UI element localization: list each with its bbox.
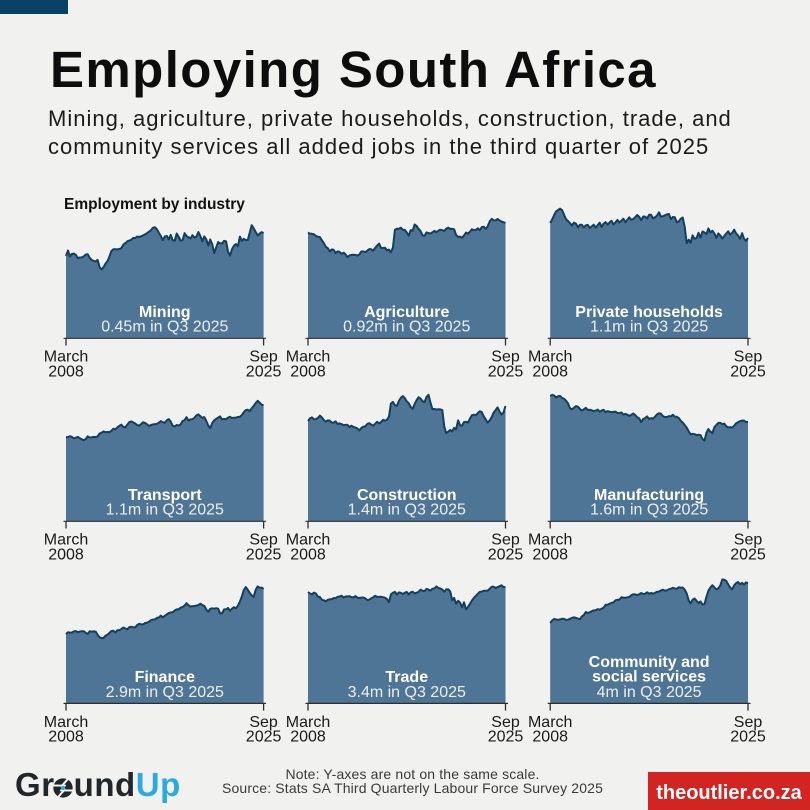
svg-text:Mining: Mining [139,304,191,321]
svg-text:Manufacturing: Manufacturing [594,487,704,504]
svg-text:2008: 2008 [48,546,84,563]
svg-text:Sep: Sep [249,349,278,366]
svg-text:3.4m in Q3 2025: 3.4m in Q3 2025 [348,684,466,701]
svg-text:1.1m in Q3 2025: 1.1m in Q3 2025 [106,502,224,519]
svg-text:2025: 2025 [488,546,524,563]
svg-text:2025: 2025 [246,546,282,563]
svg-text:4m in Q3 2025: 4m in Q3 2025 [597,684,702,701]
svg-text:Construction: Construction [357,487,457,504]
svg-text:2008: 2008 [532,546,568,563]
svg-text:March: March [44,714,88,731]
svg-text:2.9m in Q3 2025: 2.9m in Q3 2025 [106,684,224,701]
svg-text:Trade: Trade [385,669,428,686]
svg-text:2008: 2008 [290,363,326,380]
svg-text:Sep: Sep [491,532,520,549]
svg-text:2025: 2025 [730,728,766,745]
svg-text:March: March [44,532,88,549]
svg-text:Sep: Sep [249,714,278,731]
svg-text:2025: 2025 [246,363,282,380]
svg-text:0.92m in Q3 2025: 0.92m in Q3 2025 [343,319,470,336]
svg-text:March: March [528,714,572,731]
svg-text:2025: 2025 [730,363,766,380]
svg-text:Private households: Private households [575,304,723,321]
svg-text:Agriculture: Agriculture [364,304,449,321]
svg-text:1.1m in Q3 2025: 1.1m in Q3 2025 [590,319,708,336]
svg-text:2008: 2008 [48,728,84,745]
svg-text:Sep: Sep [734,349,763,366]
svg-text:Community and: Community and [589,654,710,671]
svg-text:2025: 2025 [730,546,766,563]
svg-text:Sep: Sep [491,349,520,366]
svg-text:March: March [286,714,330,731]
svg-text:Transport: Transport [128,487,202,504]
svg-text:Sep: Sep [249,532,278,549]
svg-text:0.45m in Q3 2025: 0.45m in Q3 2025 [101,319,228,336]
svg-text:2008: 2008 [532,363,568,380]
svg-text:2025: 2025 [488,728,524,745]
svg-text:Sep: Sep [734,714,763,731]
svg-text:2008: 2008 [290,546,326,563]
svg-text:2008: 2008 [290,728,326,745]
svg-text:March: March [44,349,88,366]
svg-text:social services: social services [592,669,706,686]
svg-text:March: March [286,349,330,366]
svg-text:2025: 2025 [488,363,524,380]
svg-text:1.6m in Q3 2025: 1.6m in Q3 2025 [590,502,708,519]
svg-text:March: March [528,532,572,549]
svg-text:Sep: Sep [491,714,520,731]
svg-text:Sep: Sep [734,532,763,549]
svg-text:2008: 2008 [48,363,84,380]
svg-text:March: March [528,349,572,366]
svg-text:Finance: Finance [135,669,196,686]
svg-text:2008: 2008 [532,728,568,745]
svg-text:2025: 2025 [246,728,282,745]
svg-text:1.4m in Q3 2025: 1.4m in Q3 2025 [348,502,466,519]
svg-text:March: March [286,532,330,549]
